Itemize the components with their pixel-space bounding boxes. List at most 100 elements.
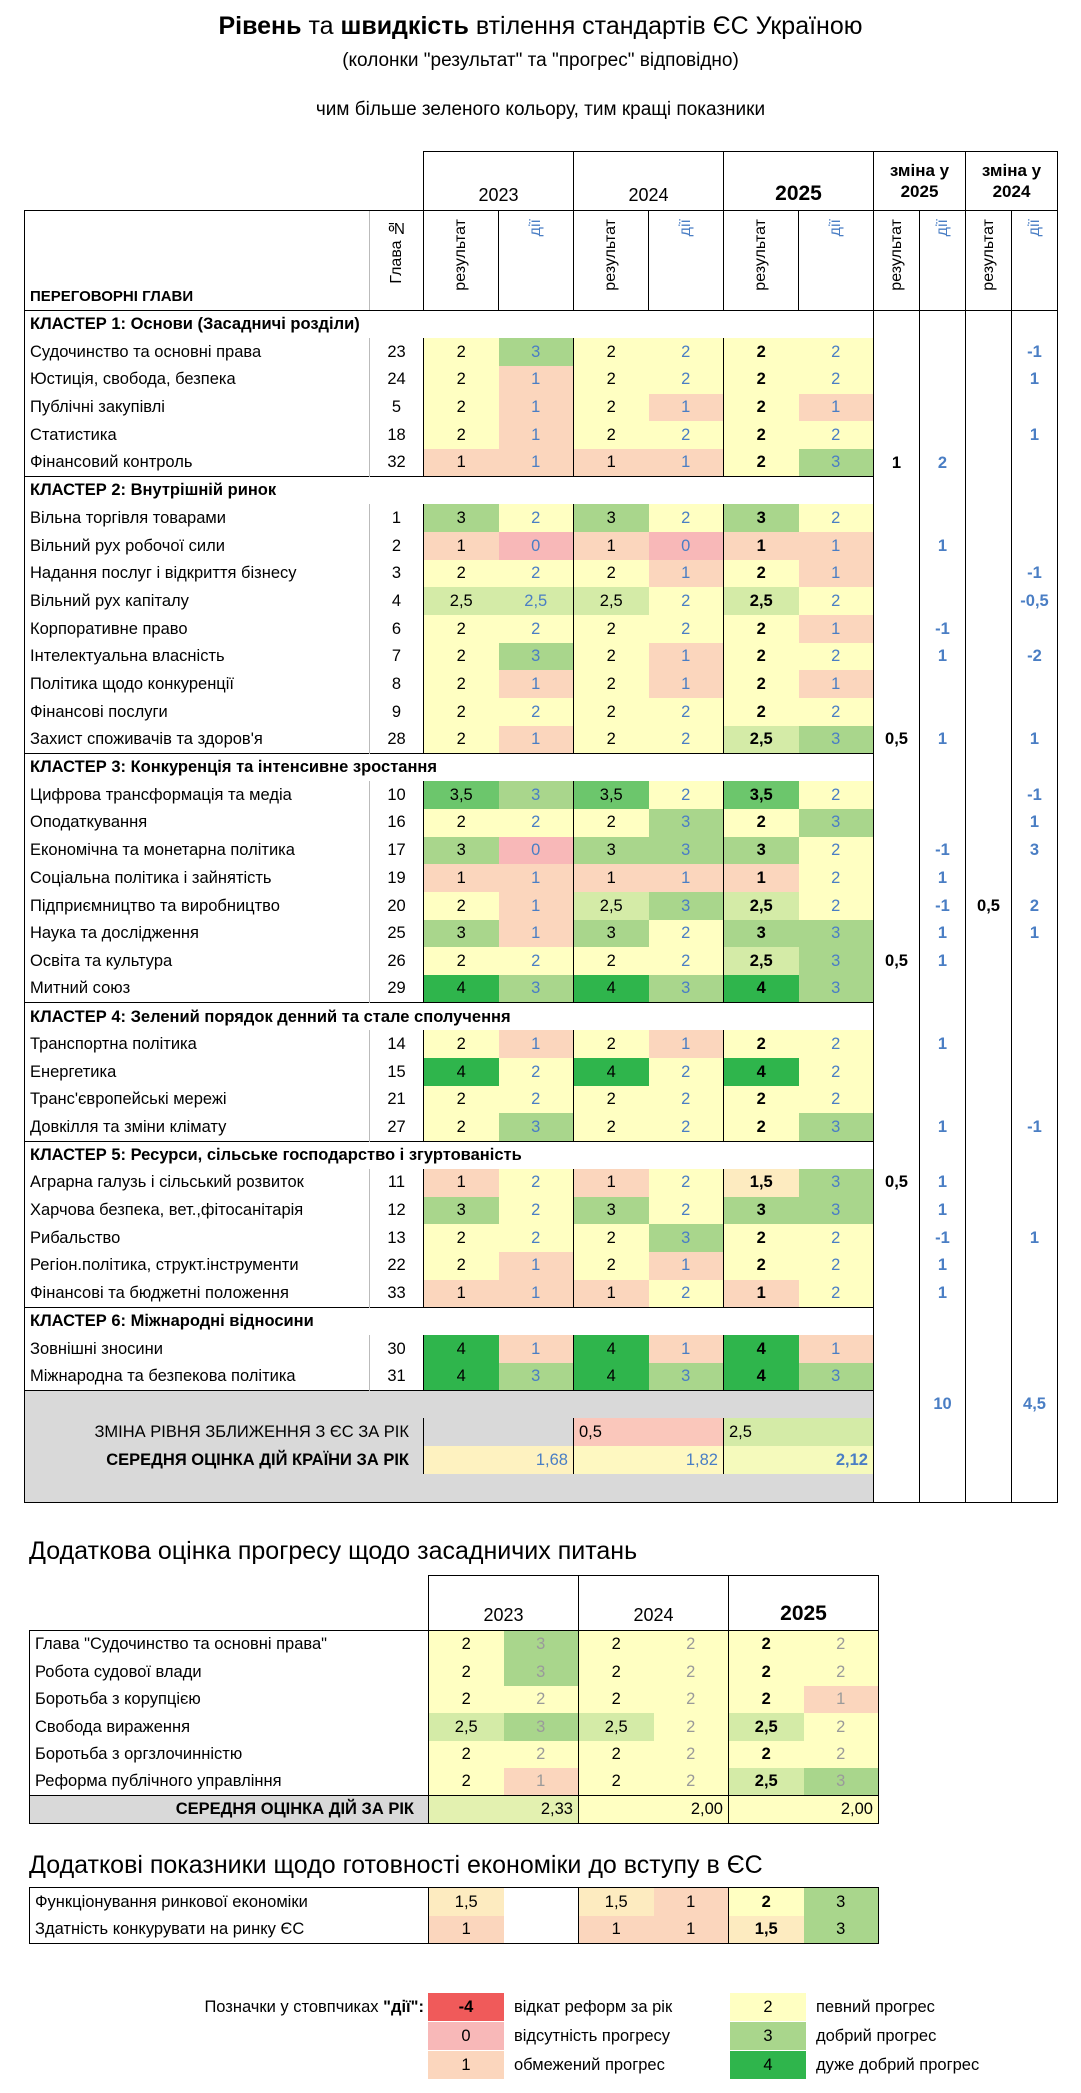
row: Рибальство 13 2 2 2 3 2 2 -1 1 bbox=[24, 1224, 1058, 1252]
change-cell bbox=[919, 393, 966, 422]
score-cell: 2 bbox=[803, 1713, 879, 1741]
chapter-name: Енергетика bbox=[24, 1058, 370, 1086]
score-cell: 1 bbox=[498, 1251, 574, 1280]
chapter-no: 8 bbox=[369, 670, 424, 699]
score-cell: 1 bbox=[578, 1915, 654, 1944]
change-cell: 10 bbox=[919, 1390, 966, 1419]
score-cell: 3,5 bbox=[423, 781, 499, 809]
score-cell: 2 bbox=[573, 1085, 649, 1114]
score-cell: 1 bbox=[498, 1279, 574, 1308]
change-cell bbox=[873, 808, 920, 837]
chapter-name: Політика щодо конкуренції bbox=[24, 670, 370, 699]
chapter-name: Транс'європейські мережі bbox=[24, 1085, 370, 1114]
score-cell: 3 bbox=[648, 1224, 724, 1252]
score-cell: 2 bbox=[723, 698, 799, 726]
score-cell: 2 bbox=[423, 615, 499, 643]
change-cell bbox=[965, 670, 1012, 699]
score-cell: 2 bbox=[423, 1251, 499, 1280]
score-cell: 3 bbox=[798, 919, 874, 948]
header-cell: результат bbox=[573, 210, 649, 311]
score-cell: 3 bbox=[573, 919, 649, 948]
row-name: Боротьба з оргзлочинністю bbox=[29, 1740, 429, 1768]
score-cell: 2 bbox=[798, 781, 874, 809]
score-cell: 2 bbox=[648, 725, 724, 754]
chapter-name: Довкілля та зміни клімату bbox=[24, 1113, 370, 1142]
score-cell: 2 bbox=[798, 1058, 874, 1086]
row-name: Робота судової влади bbox=[29, 1658, 429, 1686]
score-cell: 2 bbox=[648, 1196, 724, 1225]
score-cell: 2 bbox=[803, 1630, 879, 1658]
score-cell: 1 bbox=[648, 448, 724, 477]
chapter-no: 22 bbox=[369, 1251, 424, 1280]
chapter-no: 2 bbox=[369, 532, 424, 560]
chapter-name: Аграрна галузь і сільський розвиток bbox=[24, 1168, 370, 1197]
score-cell: 3 bbox=[798, 1362, 874, 1391]
fundamentals-section: 2023 2024 2025 Глава "Судочинство та основн… bbox=[29, 1575, 879, 1824]
change-cell: -1 bbox=[1011, 338, 1058, 366]
chapter-no: 21 bbox=[369, 1085, 424, 1114]
score-cell: 2 bbox=[573, 559, 649, 588]
change-cell bbox=[919, 504, 966, 532]
score-cell: 2 bbox=[728, 1658, 804, 1686]
change-cell bbox=[1011, 1085, 1058, 1114]
change-cell: -1 bbox=[1011, 781, 1058, 809]
row: Регіон.політика, структ.інструменти 22 2 1 2… bbox=[24, 1251, 1058, 1280]
score-cell: 2 bbox=[573, 615, 649, 643]
header-cell: результат bbox=[873, 210, 920, 311]
score-cell: 2 bbox=[578, 1685, 654, 1713]
score-cell: 2 bbox=[798, 891, 874, 920]
change-cell bbox=[873, 670, 920, 699]
change-cell bbox=[965, 1141, 1012, 1169]
row: КЛАСТЕР 3: Конкуренція та інтенсивне зро… bbox=[24, 753, 1058, 782]
score-cell: 2 bbox=[648, 338, 724, 366]
change-cell bbox=[1011, 947, 1058, 975]
score-cell: 2 bbox=[653, 1713, 729, 1741]
score-cell: 4 bbox=[573, 975, 649, 1003]
change-cell bbox=[919, 1334, 966, 1363]
chapter-no: 17 bbox=[369, 836, 424, 865]
change-cell bbox=[965, 808, 1012, 837]
change-cell bbox=[873, 393, 920, 422]
title-text: та bbox=[308, 12, 334, 40]
change-cell: 4,5 bbox=[1011, 1390, 1058, 1419]
change-cell bbox=[1011, 975, 1058, 1003]
change-cell bbox=[965, 1307, 1012, 1335]
row: Робота судової влади 2 3 2 2 2 2 bbox=[29, 1658, 879, 1686]
score-cell: 1 bbox=[723, 532, 799, 560]
change-cell: 1 bbox=[919, 1168, 966, 1197]
change-cell bbox=[1011, 448, 1058, 477]
score-cell: 2 bbox=[798, 1279, 874, 1308]
score-cell: 1 bbox=[423, 1279, 499, 1308]
change-cell bbox=[873, 919, 920, 948]
chapter-name: Надання послуг і відкриття бізнесу bbox=[24, 559, 370, 588]
change-cell bbox=[965, 864, 1012, 892]
score-cell: 1 bbox=[573, 1279, 649, 1308]
score-cell: 1 bbox=[648, 642, 724, 671]
row-name: Здатність конкурувати на ринку ЄС bbox=[29, 1915, 429, 1944]
score-cell: 2 bbox=[653, 1740, 729, 1768]
change-cell bbox=[873, 1058, 920, 1086]
score-cell: 2 bbox=[648, 1058, 724, 1086]
change-cell bbox=[919, 1002, 966, 1031]
score-cell: 1 bbox=[798, 670, 874, 699]
row: Судочинство та основні права 23 2 3 2 2 2 2 -1 bbox=[24, 338, 1058, 366]
change-cell: -1 bbox=[919, 836, 966, 865]
score-cell bbox=[503, 1915, 579, 1944]
row bbox=[24, 1474, 1058, 1503]
score-cell: 3 bbox=[723, 919, 799, 948]
change-cell bbox=[965, 1334, 1012, 1363]
score-cell: 1 bbox=[498, 421, 574, 449]
score-cell bbox=[503, 1887, 579, 1916]
score-cell: 4 bbox=[423, 1362, 499, 1391]
score-cell: 2 bbox=[423, 642, 499, 671]
year-header: 2025 bbox=[723, 151, 874, 211]
row: Міжнародна та безпекова політика 31 4 3 4 3 4 3 bbox=[24, 1362, 1058, 1391]
score-cell: 1 bbox=[498, 891, 574, 920]
change-cell bbox=[873, 1196, 920, 1225]
score-cell: 2 bbox=[428, 1685, 504, 1713]
score-cell: 2 bbox=[428, 1630, 504, 1658]
score-cell: 2 bbox=[648, 615, 724, 643]
chapter-name: Міжнародна та безпекова політика bbox=[24, 1362, 370, 1391]
change-cell bbox=[873, 1418, 920, 1447]
change-cell bbox=[873, 532, 920, 560]
